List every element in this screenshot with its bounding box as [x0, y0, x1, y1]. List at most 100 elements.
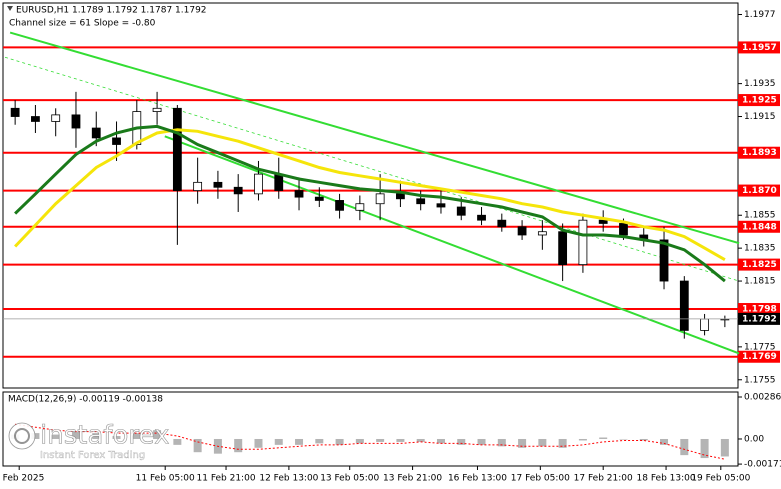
x-tick-label: 18 Feb 13:00 [637, 474, 696, 484]
candle-body [700, 318, 709, 331]
histogram-bar [173, 438, 182, 445]
histogram-bar [92, 433, 101, 439]
candle-body [51, 114, 61, 122]
candle-body [375, 193, 385, 205]
watermark-slogan: Instant Forex Trading [40, 450, 145, 461]
histogram-bar [274, 438, 283, 445]
watermark-icon-ring [14, 428, 30, 444]
x-tick-label: 13 Feb 21:00 [383, 474, 442, 484]
level-label: 1.1925 [742, 96, 777, 106]
candle-body [152, 107, 162, 112]
watermark-brand: instaforex [40, 421, 169, 451]
histogram-bar [518, 438, 527, 448]
level-label: 1.1798 [742, 305, 777, 315]
candle-body [274, 173, 284, 191]
histogram-bar [558, 438, 567, 448]
channel-line [4, 56, 740, 282]
y-tick-label: 1.1835 [744, 244, 776, 254]
histogram-bar [720, 438, 729, 457]
level-tag [738, 146, 780, 159]
candle-body [416, 198, 426, 205]
histogram-bar [335, 438, 344, 445]
histogram-bar [599, 437, 608, 439]
chart-title: EURUSD,H1 1.1789 1.1792 1.1787 1.1792 [16, 6, 207, 16]
y-tick-label: 1.1815 [744, 277, 776, 287]
candle-body [578, 219, 588, 266]
y-tick-label: 1.1855 [744, 211, 776, 221]
y-tick-label: 1.1775 [744, 342, 776, 352]
y-tick-label: 1.1755 [744, 375, 776, 385]
y-tick-label: 1.1977 [744, 10, 776, 20]
candle-body [679, 280, 689, 331]
level-label: 1.1769 [742, 352, 777, 362]
signal-line [15, 423, 725, 460]
level-tag [738, 350, 780, 363]
candle-body [254, 173, 263, 195]
candle-body [314, 196, 324, 201]
histogram-bar [416, 438, 425, 442]
histogram-bar [153, 430, 162, 439]
moving-average [14, 124, 726, 283]
level-tag [738, 41, 780, 54]
level-label: 1.1848 [742, 222, 777, 232]
histogram-bar [193, 438, 202, 453]
y-tick-label: 0.00 [744, 434, 764, 444]
candle-body [598, 219, 608, 224]
histogram-bar [457, 438, 466, 445]
y-tick-label: -0.00171 [744, 460, 781, 470]
histogram-bar [376, 438, 385, 442]
candle-body [619, 223, 628, 236]
histogram-bar [538, 438, 547, 447]
channel-line [9, 31, 740, 245]
histogram-bar [680, 438, 689, 456]
candle-body [91, 127, 101, 139]
candle-body [294, 190, 304, 198]
candle-body [172, 107, 182, 191]
level-tag [738, 258, 780, 271]
level-tag [738, 184, 780, 197]
candle-body [558, 231, 568, 266]
candle-body [517, 226, 527, 236]
candle-body [396, 193, 405, 200]
x-tick-label: 11 Feb 21:00 [197, 474, 256, 484]
x-tick-label: 11 Feb 05:00 [136, 474, 195, 484]
macd-panel [2, 391, 739, 467]
y-tick-label: 1.1935 [744, 79, 776, 89]
histogram-bar [112, 436, 121, 439]
level-tag [738, 220, 780, 233]
watermark: instaforex Instant Forex Trading [8, 420, 170, 461]
candle-body [355, 203, 365, 211]
candle-body [71, 114, 81, 129]
x-tick-label: 17 Feb 21:00 [574, 474, 633, 484]
level-label: 1.1893 [742, 148, 777, 158]
histogram-bar [355, 438, 364, 444]
current-price-tag [738, 312, 780, 325]
candle-body [213, 181, 223, 188]
x-tick-label: 19 Feb 05:00 [691, 474, 750, 484]
histogram-bar [639, 438, 648, 441]
moving-average [14, 128, 726, 262]
x-tick-label: 13 Feb 05:00 [320, 474, 379, 484]
candle-body [31, 116, 40, 122]
symbol-icon [7, 6, 13, 11]
histogram-bar [295, 438, 304, 445]
histogram-bar [700, 438, 709, 459]
candle-body [537, 231, 547, 236]
candle-body [112, 137, 121, 145]
level-label: 1.1957 [742, 43, 777, 53]
histogram-bar [578, 438, 587, 441]
histogram-bar [436, 438, 445, 444]
x-tick-label: 12 Feb 13:00 [259, 474, 318, 484]
histogram-bar [132, 433, 141, 439]
histogram-bar [51, 434, 60, 439]
channel-line [164, 135, 740, 355]
watermark-icon [8, 422, 36, 450]
y-tick-label: 1.1915 [744, 112, 776, 122]
histogram-bar [71, 431, 80, 439]
candle-body [497, 219, 507, 228]
candle-body [436, 203, 446, 208]
candle-body [10, 107, 20, 117]
histogram-bar [234, 438, 243, 453]
histogram-bar [660, 438, 669, 445]
